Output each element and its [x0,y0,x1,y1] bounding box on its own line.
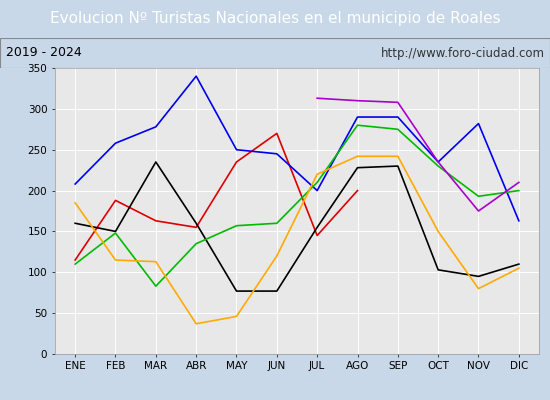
Text: Evolucion Nº Turistas Nacionales en el municipio de Roales: Evolucion Nº Turistas Nacionales en el m… [50,12,501,26]
Text: http://www.foro-ciudad.com: http://www.foro-ciudad.com [381,46,544,60]
Text: 2019 - 2024: 2019 - 2024 [6,46,81,60]
